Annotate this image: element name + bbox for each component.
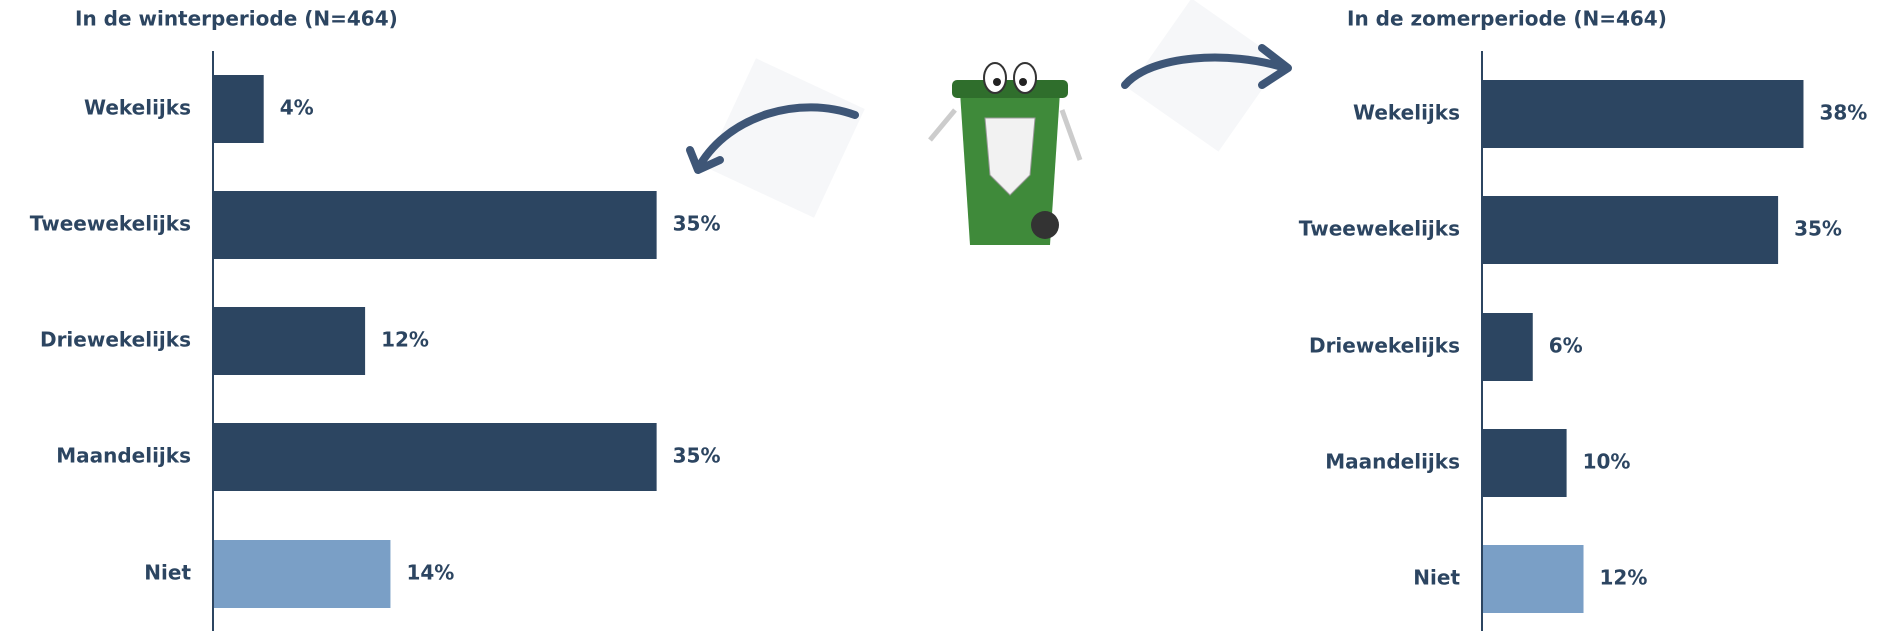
- eye: [1013, 62, 1037, 94]
- category-label: Maandelijks: [1325, 450, 1460, 474]
- bar: [213, 191, 657, 259]
- category-label: Niet: [1413, 566, 1460, 590]
- arrow-left: [696, 103, 859, 169]
- category-label: Driewekelijks: [1309, 334, 1460, 358]
- bar: [213, 540, 391, 608]
- arrow-right: [1121, 53, 1289, 89]
- value-label: 14%: [406, 561, 454, 585]
- arrow-head-right: [1258, 44, 1292, 89]
- chart-title: In de winterperiode (N=464): [75, 7, 398, 31]
- paper-bg: [1128, 0, 1282, 152]
- category-label: Wekelijks: [84, 96, 191, 120]
- value-label: 12%: [381, 328, 429, 352]
- bar: [1482, 429, 1567, 497]
- napkin: [984, 117, 1036, 196]
- bar: [1482, 196, 1779, 264]
- category-label: Maandelijks: [56, 444, 191, 468]
- bar: [213, 423, 657, 491]
- wheel: [1031, 211, 1059, 239]
- paper-bg: [705, 58, 865, 218]
- arm: [928, 108, 957, 142]
- pupil: [1019, 78, 1027, 86]
- bin-lid: [952, 80, 1068, 98]
- arrow-head-left: [686, 146, 724, 174]
- value-label: 38%: [1819, 101, 1867, 125]
- bin-mascot: [928, 62, 1083, 245]
- value-label: 35%: [673, 212, 721, 236]
- category-label: Niet: [144, 561, 191, 585]
- bar: [213, 75, 264, 143]
- chart-title: In de zomerperiode (N=464): [1347, 7, 1667, 31]
- bar: [1482, 80, 1804, 148]
- bar: [213, 307, 366, 375]
- bar: [1482, 313, 1533, 381]
- value-label: 35%: [673, 444, 721, 468]
- value-label: 6%: [1549, 334, 1583, 358]
- bar: [1482, 545, 1584, 613]
- pupil: [993, 78, 1001, 86]
- decoration: [686, 0, 1292, 245]
- category-label: Wekelijks: [1353, 101, 1460, 125]
- value-label: 4%: [280, 96, 314, 120]
- category-label: Driewekelijks: [40, 328, 191, 352]
- value-label: 12%: [1600, 566, 1648, 590]
- arm: [1059, 109, 1083, 161]
- category-label: Tweewekelijks: [1299, 217, 1460, 241]
- category-label: Tweewekelijks: [30, 212, 191, 236]
- eye: [983, 62, 1007, 94]
- value-label: 35%: [1794, 217, 1842, 241]
- value-label: 10%: [1583, 450, 1631, 474]
